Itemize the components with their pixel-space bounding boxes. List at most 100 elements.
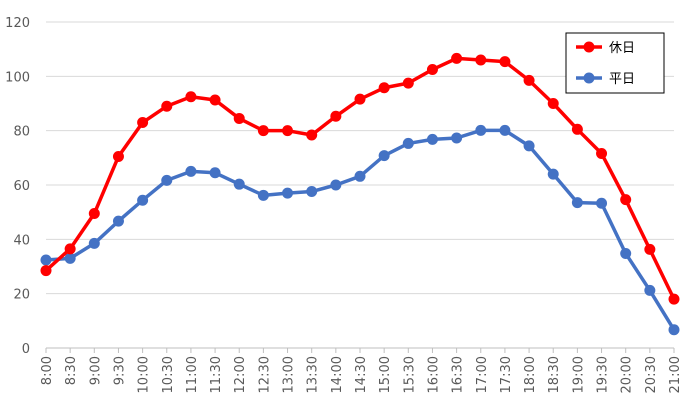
data-point [402,137,414,149]
data-point [402,77,414,89]
data-point [354,93,366,105]
data-point [257,189,269,201]
x-tick-label: 14:00 [330,356,345,393]
series-line [44,128,676,332]
data-point [209,167,221,179]
data-point [378,82,390,94]
x-tick-label: 13:00 [282,356,297,393]
x-tick-label: 17:00 [475,356,490,393]
series-0 [40,52,680,305]
data-point [547,98,559,109]
data-point [426,133,438,145]
x-tick-label: 16:00 [426,356,441,393]
y-tick-label: 40 [13,233,30,248]
x-tick-label: 19:30 [596,356,611,393]
data-point [475,124,487,136]
x-tick-label: 9:30 [112,356,127,385]
data-point [137,117,149,129]
x-tick-label: 12:30 [257,356,272,393]
data-point [523,74,535,86]
x-tick-label: 15:30 [402,356,417,393]
x-tick-label: 8:30 [64,356,79,385]
legend-label: 休日 [609,41,635,56]
y-tick-label: 100 [5,70,30,85]
data-point [88,237,100,249]
x-tick-label: 15:00 [378,356,393,393]
x-tick-label: 11:30 [209,356,224,393]
data-point [161,100,173,112]
series-1 [40,124,680,336]
x-tick-label: 12:00 [233,356,248,393]
data-point [620,194,632,206]
data-point [233,178,245,190]
y-tick-label: 20 [13,288,30,303]
x-tick-label: 16:30 [451,356,466,393]
data-point [596,147,608,159]
data-point [571,123,583,135]
x-tick-label: 9:00 [88,356,103,385]
data-point [330,179,342,191]
data-point [620,247,632,259]
data-point [112,215,124,227]
data-point [378,150,390,162]
data-point [330,110,342,122]
x-tick-label: 21:00 [668,356,681,393]
data-point [306,129,318,141]
x-tick-label: 10:30 [161,356,176,393]
series-lines [40,52,680,336]
data-point [64,252,76,264]
data-point [499,124,511,136]
data-point [644,284,656,296]
data-point [282,125,294,137]
data-point [64,243,76,255]
data-point [451,52,463,64]
x-tick-label: 13:30 [306,356,321,393]
data-point [257,125,269,137]
y-tick-label: 80 [13,125,30,140]
data-point [112,150,124,162]
x-tick-label: 8:00 [40,356,55,385]
data-point [209,94,221,106]
data-point [451,132,463,144]
data-point [354,170,366,182]
gridlines [46,21,674,349]
data-point [40,265,52,277]
x-tick-label: 20:30 [644,356,659,393]
data-point [644,243,656,255]
data-point [523,140,535,152]
data-point [40,254,52,266]
x-tick-label: 11:00 [185,356,200,393]
data-point [88,208,100,220]
data-point [137,194,149,206]
x-tick-label: 10:00 [137,356,152,393]
x-tick-label: 17:30 [499,356,514,393]
data-point [668,293,680,305]
data-point [547,168,559,180]
legend-box [565,32,665,94]
data-point [571,197,583,209]
data-point [282,187,294,199]
data-point [596,197,608,209]
data-point [668,324,680,336]
x-tick-label: 14:30 [354,356,369,393]
x-tick-label: 18:00 [523,356,538,393]
data-point [426,64,438,76]
x-tick-label: 19:00 [571,356,586,393]
legend-swatch-marker [583,41,595,53]
data-point [233,112,245,124]
x-tick-label: 20:00 [620,356,635,393]
data-point [161,174,173,186]
data-point [306,186,318,198]
y-tick-label: 120 [5,16,30,31]
data-point [185,165,197,177]
axes: 0 20 40 60 80 100 120 8:00 8:30 9:00 9:30 10:00 10:3… [5,16,681,393]
x-tick-label: 18:30 [547,356,562,393]
y-tick-label: 0 [22,342,30,357]
data-point [185,91,197,103]
legend-swatch-marker [583,72,595,84]
data-point [499,56,511,68]
data-point [475,54,487,66]
legend-label: 平日 [609,72,635,87]
